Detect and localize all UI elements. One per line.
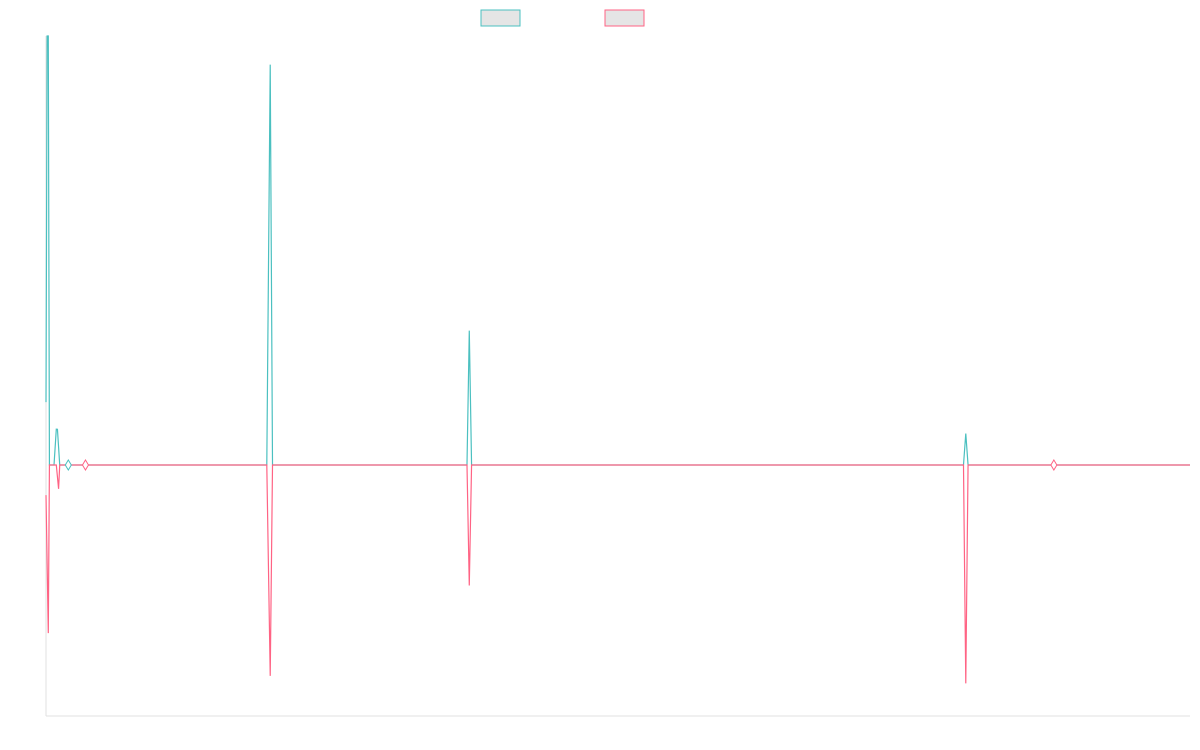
data-point-marker-2: [81, 459, 90, 471]
legend-swatch-series-2[interactable]: [604, 9, 645, 27]
legend-swatch-series-1[interactable]: [480, 9, 521, 27]
chart-series: [45, 35, 1190, 684]
series-line-2: [45, 464, 1190, 684]
series-line-1: [45, 35, 1190, 466]
data-point-marker-1: [64, 459, 72, 471]
data-point-marker-3: [1050, 459, 1058, 471]
chart-markers: [64, 459, 1058, 471]
chart-axes: [45, 36, 1190, 717]
chart-legend: [480, 9, 645, 27]
